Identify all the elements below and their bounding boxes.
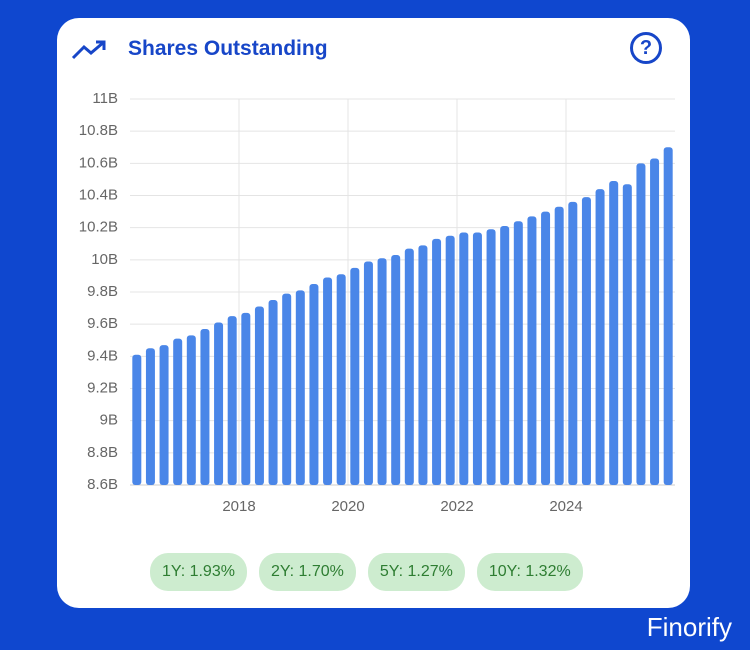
- bar: [377, 258, 387, 485]
- growth-badge: 2Y: 1.70%: [258, 553, 356, 591]
- bar: [568, 201, 578, 485]
- bar: [432, 238, 442, 485]
- brand: Finorify: [646, 612, 732, 642]
- y-tick-label: 8.6B: [87, 476, 118, 493]
- bar: [418, 245, 428, 485]
- bar: [323, 277, 333, 485]
- bar: [268, 300, 278, 485]
- bar: [132, 354, 142, 485]
- y-tick-label: 9B: [100, 412, 118, 429]
- y-tick-label: 9.2B: [87, 379, 118, 396]
- y-tick-label: 10.2B: [79, 219, 118, 236]
- y-tick-label: 9.8B: [87, 283, 118, 300]
- bar: [445, 235, 455, 485]
- y-tick-label: 9.6B: [87, 315, 118, 332]
- bar: [186, 335, 196, 485]
- growth-badge: 5Y: 1.27%: [367, 553, 465, 591]
- bar: [404, 248, 414, 485]
- bar: [513, 221, 523, 485]
- bar: [214, 322, 224, 485]
- x-tick-label: 2020: [331, 498, 364, 515]
- title: Shares Outstanding: [128, 37, 328, 60]
- x-tick-label: 2018: [222, 498, 255, 515]
- bar: [472, 232, 482, 485]
- y-tick-label: 11B: [92, 90, 118, 107]
- bar: [173, 338, 183, 485]
- y-tick-label: 10.4B: [79, 186, 118, 203]
- x-tick-label: 2024: [549, 498, 582, 515]
- bar: [581, 197, 591, 485]
- x-tick-label: 2022: [440, 498, 473, 515]
- bar: [486, 229, 496, 485]
- bar: [227, 316, 237, 485]
- bar: [391, 255, 401, 485]
- bar: [200, 328, 210, 485]
- bar: [595, 189, 605, 486]
- bar: [159, 345, 169, 485]
- badges: 1Y: 1.93% 2Y: 1.70% 5Y: 1.27% 10Y: 1.32%: [150, 553, 583, 591]
- bar: [622, 184, 632, 485]
- y-tick-label: 9.4B: [87, 347, 118, 364]
- bar: [609, 181, 619, 485]
- bar: [554, 206, 564, 485]
- trend-icon: [71, 40, 105, 60]
- bar: [350, 267, 360, 485]
- bar: [636, 163, 646, 486]
- bar: [500, 226, 510, 485]
- bar: [650, 158, 660, 485]
- bar: [663, 147, 673, 485]
- y-tick-label: 10.6B: [79, 154, 118, 171]
- bar: [363, 261, 373, 485]
- bar: [241, 312, 251, 485]
- trend-icon: [96, 40, 106, 50]
- bar: [527, 216, 537, 486]
- growth-badge: 1Y: 1.93%: [150, 553, 247, 591]
- bar: [145, 348, 155, 485]
- y-tick-label: 8.8B: [87, 444, 118, 461]
- bar: [295, 290, 305, 485]
- bar: [309, 283, 319, 485]
- bar: [459, 232, 469, 485]
- growth-badge: 10Y: 1.32%: [476, 553, 583, 591]
- bar: [336, 274, 346, 485]
- bar: [254, 306, 264, 485]
- help-button[interactable]: ?: [630, 32, 662, 64]
- y-tick-label: 10B: [91, 251, 118, 268]
- bar: [541, 211, 551, 486]
- bar: [282, 293, 292, 485]
- y-tick-label: 10.8B: [79, 122, 118, 139]
